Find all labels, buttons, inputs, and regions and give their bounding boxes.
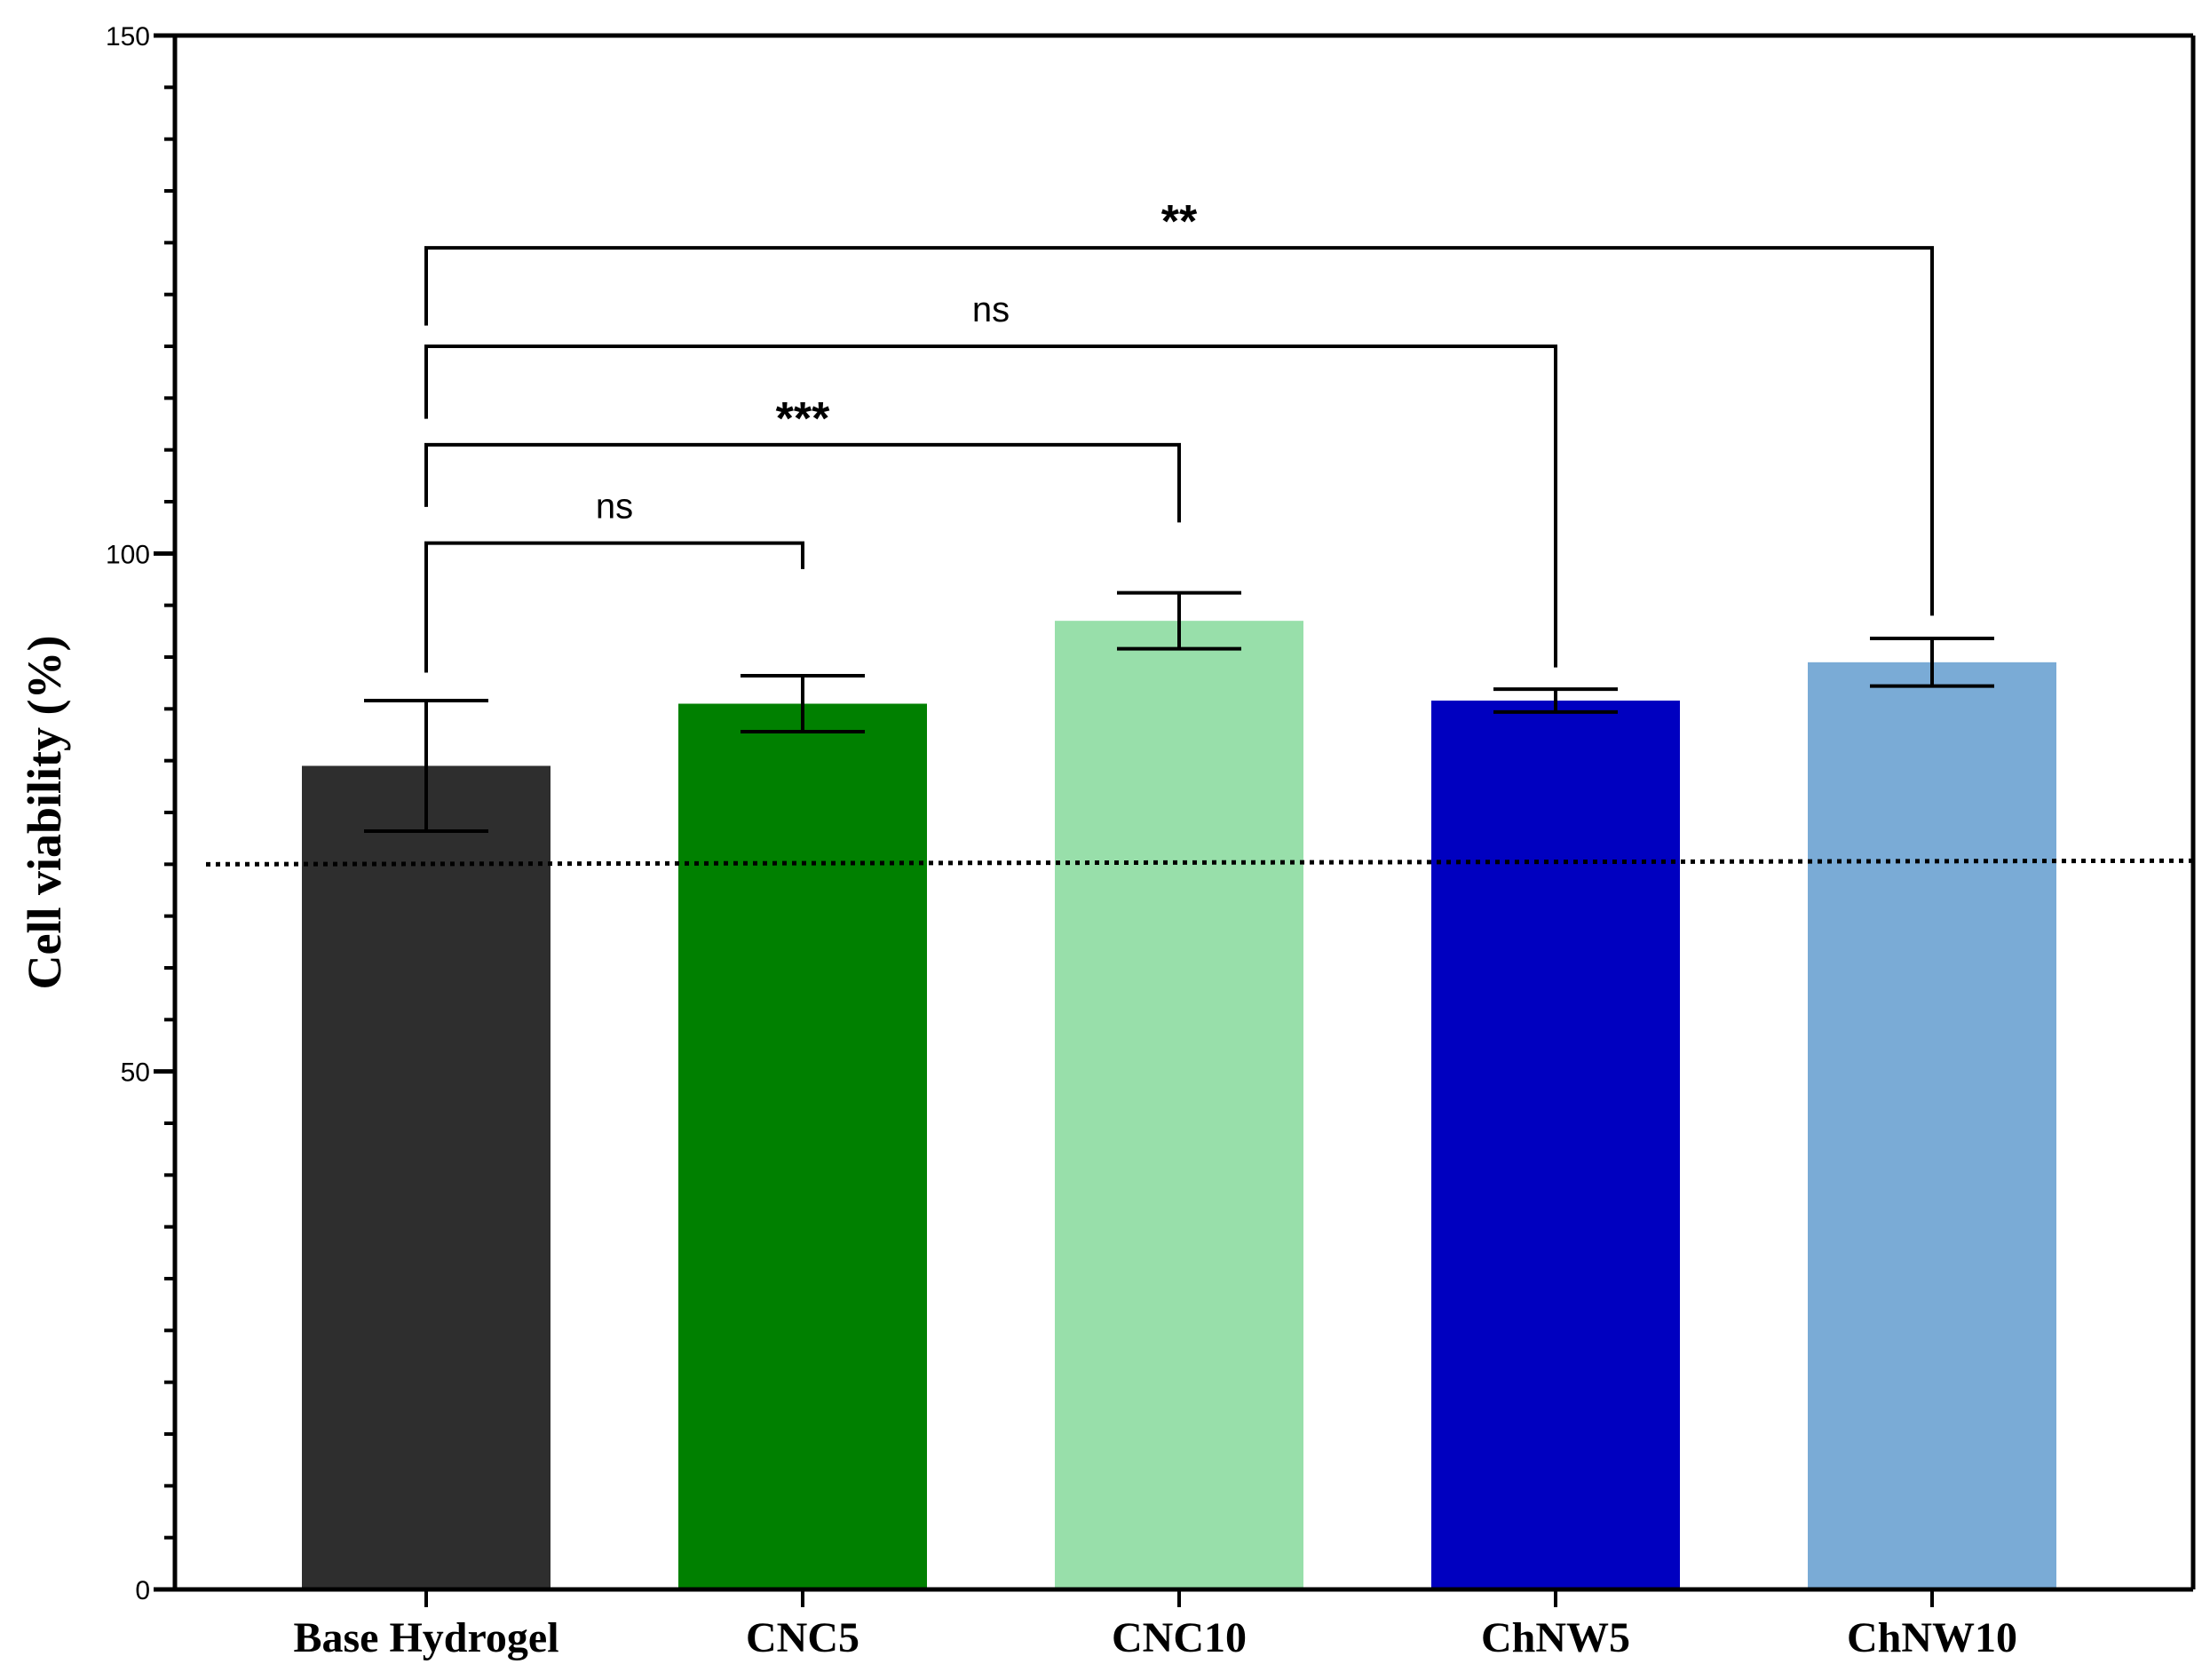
- x-tick-label-chnw10: ChNW10: [1847, 1614, 2017, 1661]
- bar-chnw10: [1808, 662, 2056, 1590]
- bar-cnc5: [678, 703, 927, 1589]
- significance-label-3: ns: [972, 290, 1010, 329]
- y-tick-label-100: 100: [106, 540, 150, 569]
- y-tick-label-0: 0: [135, 1576, 150, 1605]
- bar-chnw5: [1431, 701, 1680, 1589]
- x-tick-label-base-hydrogel: Base Hydrogel: [293, 1614, 558, 1661]
- significance-bracket-3: [424, 345, 1557, 668]
- x-tick-label-cnc5: CNC5: [746, 1614, 859, 1661]
- significance-bracket-1: [424, 541, 804, 673]
- error-bars-layer: [364, 590, 1994, 833]
- labels-layer: 0 50 100 150 Base Hydrogel CNC5 CNC10 ChNW5 ChNW…: [106, 22, 2017, 1661]
- y-tick-label-150: 150: [106, 22, 150, 52]
- axes-layer: [154, 33, 2196, 1607]
- significance-label-4: **: [1161, 196, 1198, 248]
- bars-layer: [302, 621, 2056, 1590]
- significance-label-1: ns: [596, 487, 633, 527]
- significance-bracket-4: [424, 246, 1934, 616]
- y-axis-title: Cell viability (%): [18, 636, 71, 990]
- x-tick-label-chnw5: ChNW5: [1481, 1614, 1630, 1661]
- bar-base-hydrogel: [302, 765, 550, 1589]
- significance-layer: ns *** ns **: [424, 196, 1934, 673]
- significance-bracket-2: [424, 442, 1181, 523]
- x-tick-label-cnc10: CNC10: [1112, 1614, 1247, 1661]
- bar-cnc10: [1055, 621, 1303, 1589]
- y-tick-label-50: 50: [121, 1058, 150, 1088]
- significance-label-2: ***: [776, 393, 830, 445]
